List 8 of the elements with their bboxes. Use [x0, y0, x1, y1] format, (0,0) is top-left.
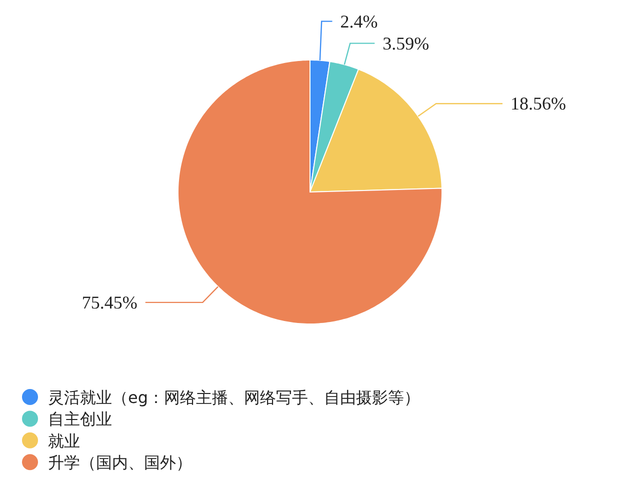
- data-label: 2.4%: [340, 11, 378, 32]
- data-label: 3.59%: [382, 33, 430, 54]
- data-label: 18.56%: [510, 94, 566, 114]
- legend-label: 灵活就业（eg：网络主播、网络写手、自由摄影等）: [48, 388, 420, 407]
- legend-label: 升学（国内、国外）: [48, 453, 192, 472]
- legend-label: 自主创业: [48, 410, 112, 429]
- legend-label: 就业: [48, 431, 80, 450]
- data-label: 75.45%: [82, 292, 138, 312]
